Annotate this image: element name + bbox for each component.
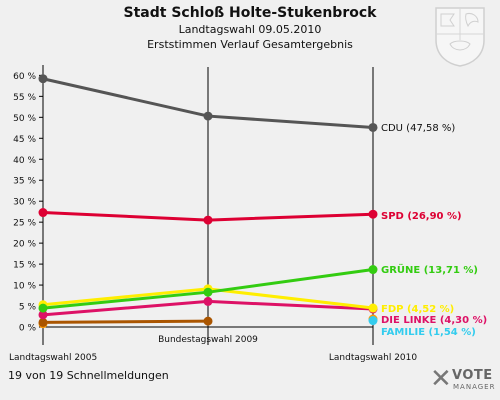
x-tick-label: Landtagswahl 2005	[9, 353, 97, 363]
data-point	[203, 316, 213, 326]
series-label: FDP (4,52 %)	[381, 304, 454, 315]
logo-brand: VOTE	[452, 368, 493, 383]
vote-x-icon: ✕	[430, 364, 452, 394]
data-point	[203, 111, 213, 121]
y-tick-label: 55 %	[13, 93, 36, 103]
chart-subtitle-date: Landtagswahl 09.05.2010	[178, 23, 322, 36]
series-label: CDU (47,58 %)	[381, 123, 455, 134]
y-tick-label: 60 %	[13, 72, 36, 82]
y-tick-label: 40 %	[13, 156, 36, 166]
y-tick-label: 30 %	[13, 198, 36, 208]
series-lines	[41, 77, 375, 324]
series-line-segment	[41, 319, 210, 324]
series-line-segment	[41, 211, 210, 222]
series-line-segment	[206, 212, 375, 222]
data-point	[368, 303, 378, 313]
series-line-segment	[206, 268, 375, 294]
series-label: GRÜNE (13,71 %)	[381, 262, 478, 276]
x-tick-label: Landtagswahl 2010	[329, 353, 418, 363]
y-tick-label: 45 %	[13, 135, 36, 145]
coat-of-arms-icon	[435, 7, 485, 67]
y-axis-ticks: 0 % 5 % 10 % 15 % 20 % 25 % 30 % 35 % 40 % 45 % 50…	[13, 72, 43, 334]
data-point	[368, 122, 378, 132]
series-label: SPD (26,90 %)	[381, 211, 462, 222]
y-tick-label: 15 %	[13, 261, 36, 271]
y-tick-label: 50 %	[13, 114, 36, 124]
data-point	[368, 209, 378, 219]
y-tick-label: 10 %	[13, 282, 36, 292]
data-point	[38, 310, 48, 320]
y-tick-label: 25 %	[13, 219, 36, 229]
y-tick-label: 35 %	[13, 177, 36, 187]
series-line-segment	[41, 290, 210, 310]
y-tick-label: 20 %	[13, 240, 36, 250]
status-text: 19 von 19 Schnellmeldungen	[8, 369, 169, 382]
series-line-segment	[41, 287, 210, 307]
data-point	[203, 296, 213, 306]
x-tick-label: Bundestagswahl 2009	[158, 335, 258, 345]
series-points	[38, 74, 378, 329]
data-point	[203, 215, 213, 225]
data-point	[38, 317, 48, 327]
y-tick-label: 5 %	[19, 303, 37, 313]
series-end-labels: CDU (47,58 %) SPD (26,90 %) GRÜNE (13,71 %…	[381, 123, 487, 338]
series-line-segment	[41, 77, 210, 118]
chart-title: Stadt Schloß Holte-Stukenbrock	[123, 5, 377, 21]
data-point	[203, 287, 213, 297]
series-line-segment	[206, 299, 375, 311]
data-point	[368, 316, 378, 326]
series-line-segment	[206, 114, 375, 129]
series-line-segment	[41, 299, 210, 317]
chart-subtitle-type: Erststimmen Verlauf Gesamtergebnis	[147, 38, 353, 51]
series-line-segment	[206, 287, 375, 310]
vote-manager-logo: ✕ VOTE MANAGER	[424, 364, 496, 396]
data-point	[38, 208, 48, 218]
logo-tagline: MANAGER	[453, 383, 496, 391]
series-label: DIE LINKE (4,30 %)	[381, 315, 487, 326]
data-point	[38, 303, 48, 313]
data-point	[38, 74, 48, 84]
chart-header: Stadt Schloß Holte-Stukenbrock Landtagsw…	[0, 4, 500, 52]
series-label: FAMILIE (1,54 %)	[381, 327, 476, 338]
data-point	[368, 265, 378, 275]
x-axis-ticks: Landtagswahl 2005 Bundestagswahl 2009 Land…	[9, 335, 417, 363]
y-tick-label: 0 %	[19, 324, 37, 334]
